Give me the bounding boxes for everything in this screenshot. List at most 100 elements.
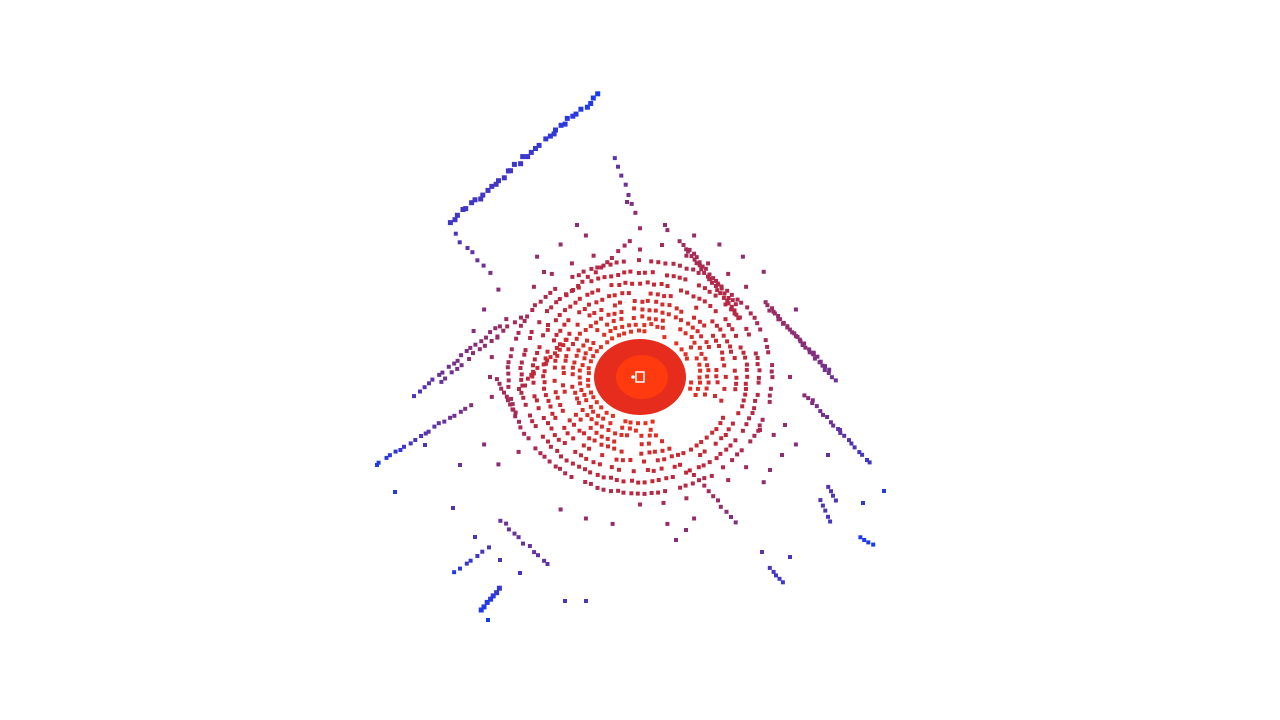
lidar-point: [810, 398, 815, 403]
lidar-point: [559, 454, 563, 459]
lidar-point: [496, 585, 502, 591]
lidar-point: [698, 453, 703, 457]
lidar-point: [537, 345, 542, 350]
lidar-point: [583, 467, 587, 472]
lidar-point: [697, 260, 702, 265]
lidar-point: [592, 311, 597, 315]
lidar-point: [865, 458, 869, 462]
lidar-point: [523, 348, 528, 353]
lidar-point: [743, 392, 748, 397]
lidar-point: [545, 358, 550, 363]
lidar-point: [538, 451, 543, 456]
lidar-point: [583, 516, 588, 521]
lidar-point: [376, 460, 381, 465]
lidar-point: [513, 414, 518, 419]
lidar-point: [587, 302, 591, 307]
lidar-point: [493, 181, 499, 187]
lidar-point: [720, 356, 725, 361]
lidar-point: [452, 361, 457, 366]
lidar-point: [588, 404, 593, 409]
lidar-point: [533, 424, 538, 429]
lidar-point: [668, 294, 673, 299]
lidar-point: [683, 352, 688, 357]
lidar-point: [710, 319, 715, 324]
lidar-point: [758, 327, 763, 332]
lidar-point: [755, 392, 760, 397]
lidar-point: [512, 531, 517, 536]
lidar-point: [740, 428, 745, 433]
lidar-point: [660, 325, 665, 330]
lidar-point: [475, 258, 480, 263]
lidar-point: [725, 288, 730, 293]
lidar-point: [638, 247, 642, 252]
lidar-point: [458, 566, 462, 571]
lidar-point: [617, 283, 622, 287]
lidar-point: [591, 460, 596, 465]
lidar-point: [652, 282, 656, 287]
lidar-point: [718, 291, 723, 296]
lidar-point: [642, 459, 646, 464]
lidar-point: [525, 154, 531, 160]
lidar-point: [637, 258, 641, 263]
lidar-point: [602, 332, 607, 337]
lidar-point: [553, 415, 558, 420]
lidar-point: [455, 366, 460, 371]
lidar-point: [692, 251, 697, 256]
lidar-point: [463, 206, 469, 212]
lidar-point: [792, 331, 797, 336]
lidar-point: [590, 290, 595, 295]
lidar-point: [677, 275, 682, 280]
lidar-point: [768, 386, 773, 391]
lidar-point: [499, 386, 504, 391]
lidar-point: [489, 183, 495, 189]
lidar-point: [521, 541, 525, 546]
lidar-point: [527, 544, 532, 548]
lidar-point: [489, 355, 494, 360]
lidar-point: [594, 421, 599, 426]
lidar-point: [743, 381, 748, 386]
lidar-point: [736, 411, 741, 416]
lidar-point: [536, 142, 542, 148]
lidar-point: [810, 401, 815, 405]
lidar-point: [695, 386, 700, 391]
lidar-point: [581, 343, 586, 348]
lidar-point: [767, 565, 772, 570]
lidar-point: [459, 363, 464, 368]
lidar-point: [488, 375, 492, 379]
lidar-point: [707, 277, 712, 282]
lidar-point: [703, 356, 708, 361]
lidar-point: [713, 293, 718, 298]
lidar-point: [803, 345, 808, 350]
lidar-point: [714, 456, 719, 461]
lidar-point: [717, 242, 722, 247]
lidar-point: [588, 346, 593, 351]
lidar-point: [663, 489, 668, 494]
lidar-point: [647, 433, 652, 438]
lidar-point: [589, 279, 594, 284]
lidar-point: [761, 480, 766, 485]
lidar-point: [554, 300, 559, 305]
lidar-point: [601, 487, 606, 492]
lidar-point: [545, 309, 549, 314]
lidar-point: [642, 329, 647, 334]
lidar-point: [622, 270, 627, 275]
lidar-point: [557, 347, 562, 352]
lidar-point: [719, 436, 724, 441]
lidar-point: [528, 413, 532, 418]
lidar-point: [647, 308, 652, 313]
lidar-point: [721, 295, 726, 300]
lidar-point: [486, 618, 490, 622]
lidar-point: [631, 316, 636, 320]
lidar-point: [600, 297, 605, 302]
lidar-point: [393, 449, 398, 454]
lidar-point: [746, 332, 751, 337]
lidar-point: [702, 323, 707, 328]
lidar-point: [475, 554, 480, 558]
lidar-point: [519, 372, 524, 377]
lidar-point: [833, 378, 838, 383]
lidar-point: [613, 326, 618, 331]
lidar-point: [627, 239, 632, 244]
lidar-point: [660, 439, 664, 444]
